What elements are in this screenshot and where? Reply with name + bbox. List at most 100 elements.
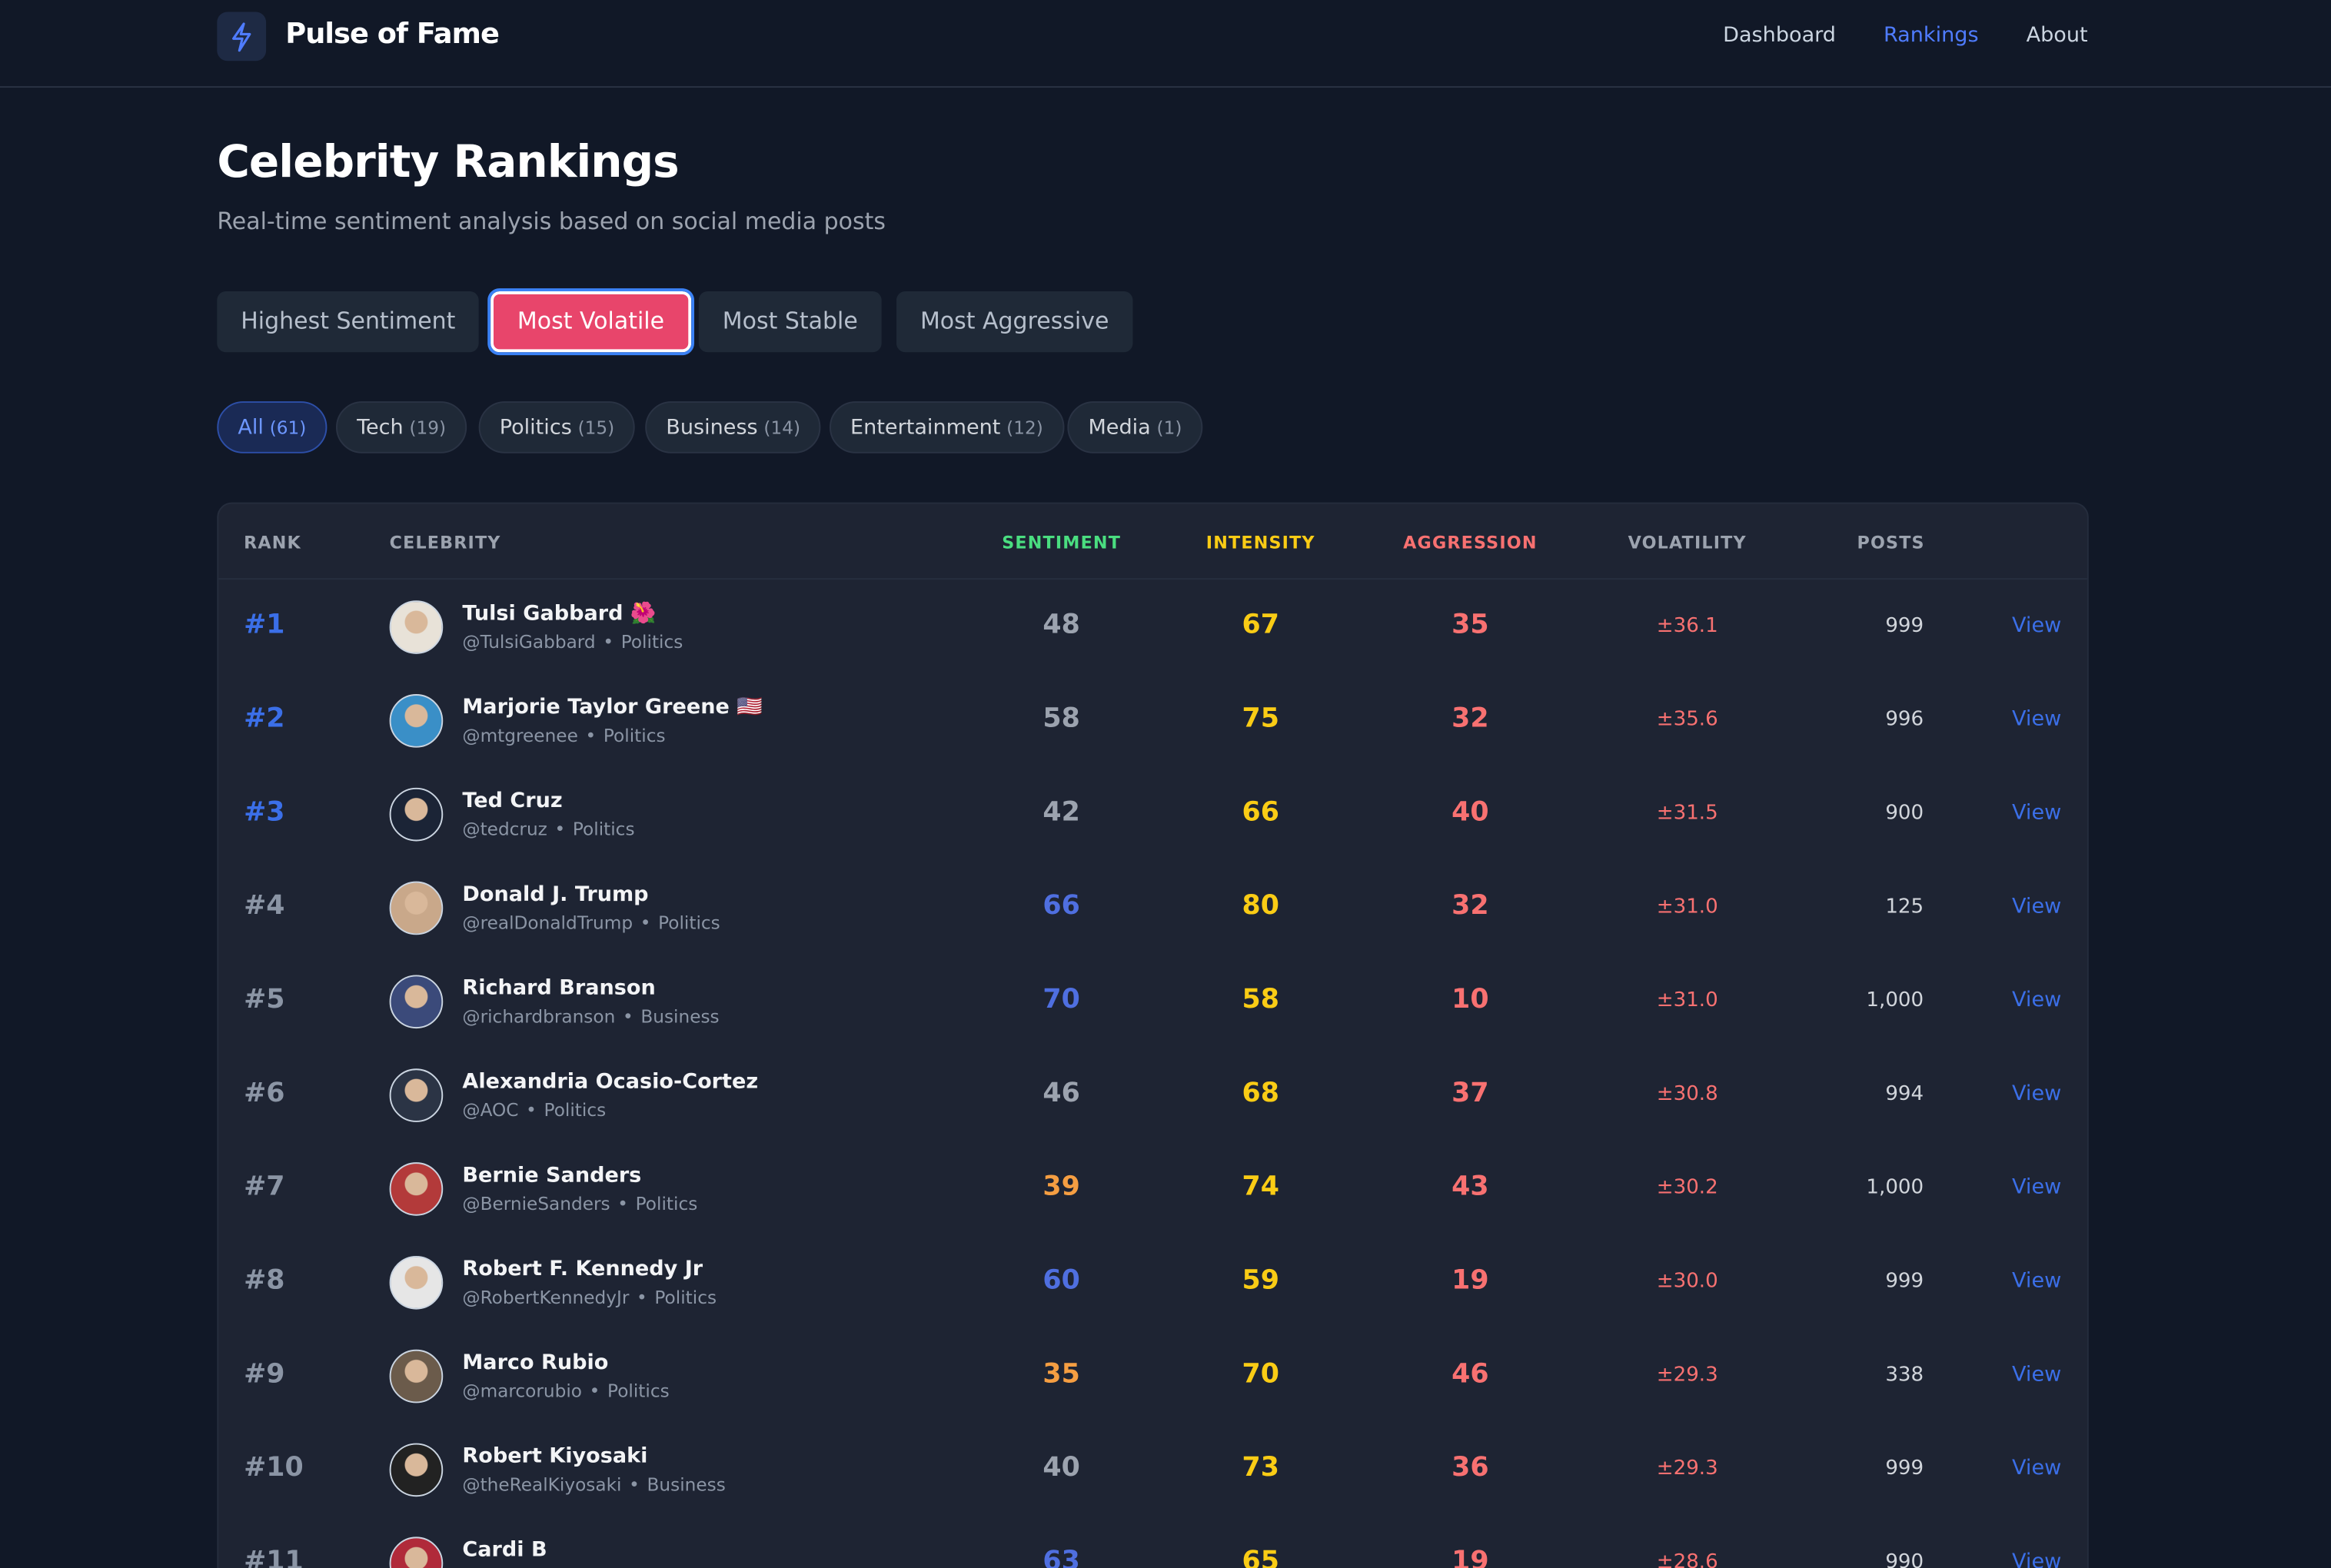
category: Politics	[607, 1380, 670, 1402]
aggression: 19	[1451, 1264, 1489, 1297]
avatar	[389, 694, 444, 748]
filter-count: (1)	[1156, 417, 1182, 439]
rank: #3	[244, 796, 285, 829]
volatility: ±35.6	[1656, 707, 1718, 732]
intensity: 74	[1242, 1171, 1279, 1203]
filter-pill[interactable]: Tech (19)	[336, 401, 467, 453]
category: Politics	[635, 1193, 698, 1214]
filter-label: Media	[1088, 416, 1151, 440]
filter-pill[interactable]: Media (1)	[1067, 401, 1203, 453]
celebrity-name: Robert F. Kennedy Jr	[462, 1257, 703, 1281]
aggression: 40	[1451, 796, 1489, 829]
category: Politics	[603, 725, 666, 746]
view-link[interactable]: View	[2011, 1363, 2062, 1387]
posts: 999	[1885, 1269, 1924, 1294]
rank: #6	[244, 1077, 285, 1109]
filter-pill[interactable]: All (61)	[217, 401, 328, 453]
filter-count: (19)	[409, 417, 447, 439]
category: Politics	[572, 819, 635, 840]
column-header: INTENSITY	[1205, 532, 1315, 553]
separator: •	[637, 1287, 647, 1308]
nav-link[interactable]: Rankings	[1883, 23, 1979, 48]
table-row: #11 Cardi B 63 65 19 ±28.6 990 View	[218, 1516, 2087, 1568]
view-link[interactable]: View	[2011, 1175, 2062, 1200]
avatar	[389, 975, 444, 1029]
nav-link[interactable]: Dashboard	[1723, 23, 1837, 48]
view-link[interactable]: View	[2011, 707, 2062, 732]
nav-link[interactable]: About	[2026, 23, 2088, 48]
handle: @theRealKiyosaki	[462, 1474, 622, 1496]
separator: •	[589, 1380, 600, 1402]
posts: 338	[1885, 1363, 1924, 1387]
view-link[interactable]: View	[2011, 1456, 2062, 1480]
view-link[interactable]: View	[2011, 801, 2062, 826]
posts: 1,000	[1866, 988, 1924, 1012]
avatar	[389, 1068, 444, 1122]
celebrity-meta: @TulsiGabbard • Politics	[462, 632, 683, 653]
celebrity-meta: @RobertKennedyJr • Politics	[462, 1287, 717, 1308]
intensity: 67	[1242, 609, 1279, 641]
brand[interactable]: Pulse of Fame	[285, 18, 500, 51]
sort-tab[interactable]: Most Volatile	[487, 288, 694, 356]
sort-tab[interactable]: Most Stable	[698, 291, 882, 353]
intensity: 65	[1242, 1546, 1279, 1568]
filter-label: Business	[666, 416, 758, 440]
rank: #10	[244, 1452, 304, 1483]
view-link[interactable]: View	[2011, 895, 2062, 919]
sentiment: 46	[1042, 1077, 1080, 1109]
handle: @mtgreenee	[462, 725, 578, 746]
view-link[interactable]: View	[2011, 988, 2062, 1012]
aggression: 35	[1451, 609, 1489, 641]
handle: @realDonaldTrump	[462, 912, 633, 934]
avatar	[389, 1536, 444, 1568]
posts: 999	[1885, 613, 1924, 638]
volatility: ±31.0	[1656, 895, 1718, 919]
separator: •	[554, 819, 566, 840]
rank: #8	[244, 1264, 285, 1297]
filter-pill[interactable]: Business (14)	[645, 401, 822, 453]
filter-pill[interactable]: Entertainment (12)	[829, 401, 1064, 453]
logo[interactable]	[217, 12, 267, 61]
celebrity-meta: @marcorubio • Politics	[462, 1380, 669, 1401]
avatar	[389, 1443, 444, 1497]
posts: 125	[1885, 895, 1924, 919]
aggression: 19	[1451, 1546, 1489, 1568]
sort-tab[interactable]: Most Aggressive	[896, 291, 1133, 353]
filter-count: (15)	[577, 417, 615, 439]
sentiment: 63	[1042, 1546, 1080, 1568]
posts: 994	[1885, 1081, 1924, 1106]
intensity: 68	[1242, 1077, 1279, 1109]
filter-pill[interactable]: Politics (15)	[478, 401, 636, 453]
table-row: #2 Marjorie Taylor Greene 🇺🇸 @mtgreenee • Po…	[218, 673, 2087, 767]
rank: #2	[244, 703, 285, 735]
column-header: RANK	[244, 532, 301, 553]
view-link[interactable]: View	[2011, 1081, 2062, 1106]
volatility: ±31.5	[1656, 801, 1718, 826]
volatility: ±30.8	[1656, 1081, 1718, 1106]
celebrity-name: Robert Kiyosaki	[462, 1444, 648, 1469]
intensity: 66	[1242, 796, 1279, 829]
table-row: #9 Marco Rubio @marcorubio • Politics 35 70 46 ±…	[218, 1329, 2087, 1423]
celebrity-name: Tulsi Gabbard 🌺	[462, 602, 657, 626]
column-header: CELEBRITY	[389, 532, 501, 553]
column-header: SENTIMENT	[1002, 532, 1122, 553]
rank: #5	[244, 984, 285, 1015]
separator: •	[629, 1474, 640, 1496]
column-header: AGGRESSION	[1403, 532, 1538, 553]
sort-tab[interactable]: Highest Sentiment	[217, 291, 480, 353]
view-link[interactable]: View	[2011, 1269, 2062, 1294]
aggression: 43	[1451, 1171, 1489, 1203]
intensity: 70	[1242, 1358, 1279, 1390]
sentiment: 70	[1042, 984, 1080, 1015]
aggression: 32	[1451, 890, 1489, 922]
aggression: 32	[1451, 703, 1489, 735]
separator: •	[526, 1099, 537, 1121]
filter-label: Politics	[499, 416, 572, 440]
view-link[interactable]: View	[2011, 613, 2062, 638]
table-row: #1 Tulsi Gabbard 🌺 @TulsiGabbard • Politics 4…	[218, 580, 2087, 673]
handle: @richardbranson	[462, 1006, 616, 1028]
aggression: 46	[1451, 1358, 1489, 1390]
table-row: #7 Bernie Sanders @BernieSanders • Politics 3…	[218, 1141, 2087, 1235]
view-link[interactable]: View	[2011, 1550, 2062, 1568]
celebrity-name: Donald J. Trump	[462, 882, 649, 907]
